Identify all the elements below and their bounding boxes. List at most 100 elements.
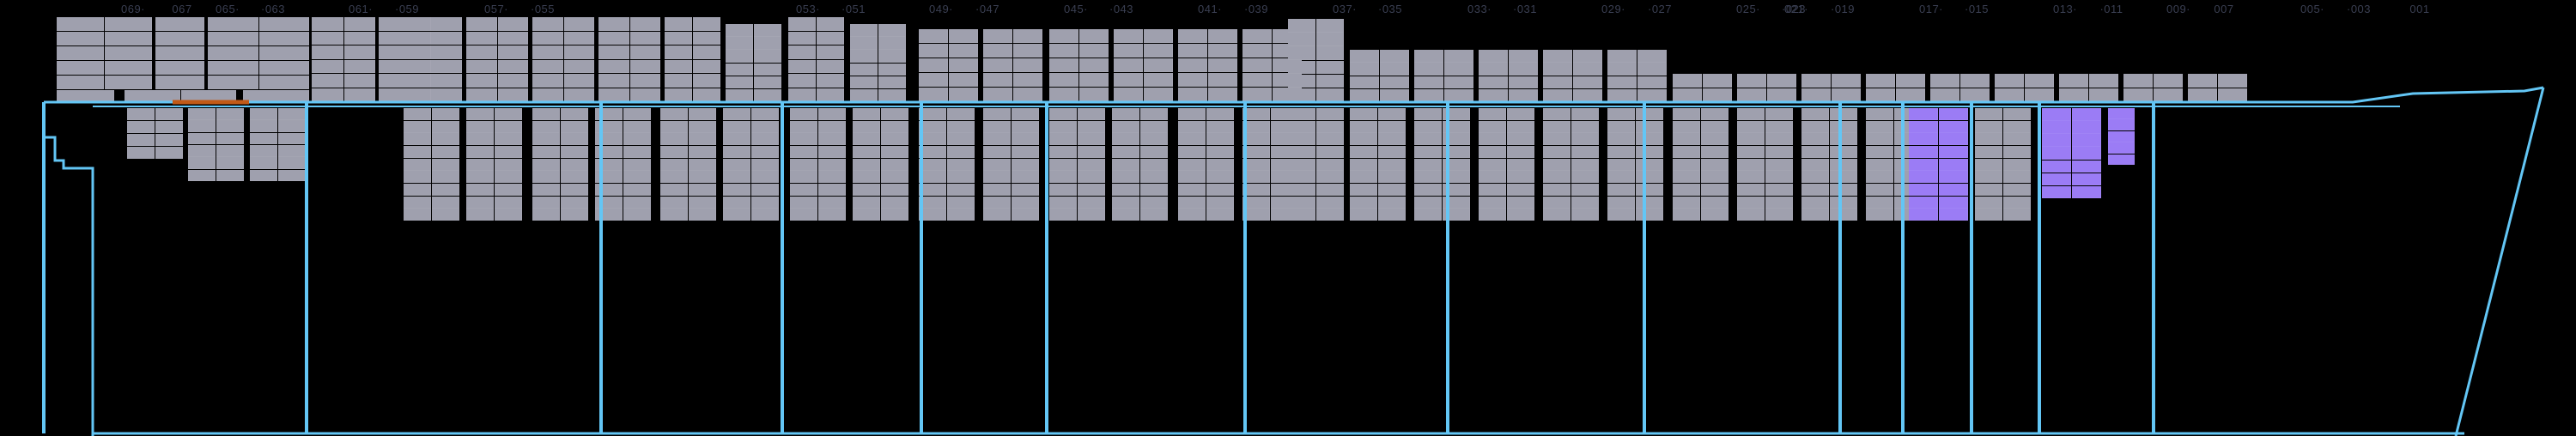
container-slot[interactable]	[919, 133, 947, 146]
container-slot[interactable]	[1479, 184, 1507, 197]
container-slot[interactable]	[2154, 74, 2184, 88]
container-slot[interactable]	[466, 209, 495, 221]
container-slot[interactable]	[1078, 133, 1106, 146]
container-slot[interactable]	[432, 209, 460, 221]
container-slot[interactable]	[629, 17, 661, 31]
container-slot[interactable]	[432, 146, 460, 159]
container-slot[interactable]	[2003, 196, 2032, 209]
container-slot[interactable]	[947, 133, 975, 146]
container-slot[interactable]	[1939, 184, 1969, 197]
container-slot[interactable]	[1414, 120, 1443, 133]
container-slot[interactable]	[1507, 120, 1535, 133]
container-slot[interactable]	[1444, 50, 1474, 63]
container-slot[interactable]	[497, 31, 529, 45]
container-slot[interactable]	[853, 158, 881, 171]
container-slot[interactable]	[983, 184, 1012, 197]
bay-label[interactable]: 017·	[1918, 3, 1944, 15]
container-slot[interactable]	[853, 120, 881, 133]
deck-stack-f1[interactable]	[1350, 50, 1410, 102]
container-slot[interactable]	[1012, 184, 1040, 197]
deck-stack-067-065-tier1[interactable]	[125, 90, 237, 102]
container-slot[interactable]	[1737, 184, 1765, 197]
container-slot[interactable]	[2003, 184, 2032, 197]
container-slot[interactable]	[1975, 120, 2003, 133]
container-slot[interactable]	[312, 88, 343, 102]
container-slot[interactable]	[1701, 108, 1729, 121]
container-slot[interactable]	[881, 108, 909, 121]
container-slot[interactable]	[726, 24, 754, 37]
container-slot[interactable]	[1939, 209, 1969, 221]
container-slot[interactable]	[1078, 184, 1106, 197]
container-slot[interactable]	[689, 108, 717, 121]
deck-stack-069-tier1[interactable]	[57, 90, 115, 102]
container-slot[interactable]	[532, 120, 561, 133]
container-slot[interactable]	[1140, 184, 1169, 197]
container-slot[interactable]	[1242, 120, 1271, 133]
container-slot[interactable]	[1288, 133, 1316, 146]
container-slot[interactable]	[1543, 63, 1573, 76]
container-slot[interactable]	[1112, 158, 1140, 171]
container-slot[interactable]	[1830, 209, 1858, 221]
container-slot[interactable]	[1350, 209, 1378, 221]
container-slot[interactable]	[431, 45, 463, 59]
container-slot[interactable]	[2072, 121, 2102, 134]
container-slot[interactable]	[2188, 88, 2218, 102]
container-slot[interactable]	[532, 146, 561, 159]
container-slot[interactable]	[1178, 133, 1206, 146]
container-slot[interactable]	[850, 24, 878, 37]
container-slot[interactable]	[1607, 108, 1636, 121]
container-slot[interactable]	[723, 146, 751, 159]
container-slot[interactable]	[2003, 108, 2032, 121]
container-slot[interactable]	[947, 120, 975, 133]
container-slot[interactable]	[1378, 196, 1406, 209]
container-slot[interactable]	[1206, 120, 1235, 133]
container-slot[interactable]	[561, 146, 589, 159]
bay-label[interactable]: ·035	[1377, 3, 1403, 15]
bay-label[interactable]: 053·	[795, 3, 821, 15]
container-slot[interactable]	[127, 108, 155, 121]
container-slot[interactable]	[1378, 158, 1406, 171]
container-slot[interactable]	[1737, 158, 1765, 171]
container-slot[interactable]	[1350, 133, 1378, 146]
container-slot[interactable]	[1737, 120, 1765, 133]
container-slot[interactable]	[1767, 88, 1797, 102]
container-slot[interactable]	[983, 209, 1012, 221]
container-slot[interactable]	[1206, 209, 1235, 221]
container-slot[interactable]	[1078, 158, 1106, 171]
container-slot[interactable]	[532, 45, 563, 59]
deck-stack-m12[interactable]	[1178, 29, 1238, 102]
container-slot[interactable]	[432, 133, 460, 146]
container-slot[interactable]	[497, 45, 529, 59]
bay-label[interactable]: 001	[2409, 3, 2430, 15]
container-slot[interactable]	[216, 108, 245, 120]
container-slot[interactable]	[1350, 88, 1380, 102]
container-slot[interactable]	[919, 209, 947, 221]
container-slot[interactable]	[1571, 196, 1600, 209]
container-slot[interactable]	[57, 61, 105, 76]
container-slot[interactable]	[1049, 44, 1079, 58]
container-slot[interactable]	[2154, 88, 2184, 102]
container-slot[interactable]	[155, 134, 184, 147]
container-slot[interactable]	[495, 133, 523, 146]
container-slot[interactable]	[1012, 209, 1040, 221]
deck-stack-067[interactable]	[155, 17, 205, 90]
container-slot[interactable]	[125, 90, 180, 102]
deck-stack-065-063[interactable]	[208, 17, 310, 90]
container-slot[interactable]	[208, 76, 258, 90]
container-slot[interactable]	[623, 171, 652, 184]
container-slot[interactable]	[105, 46, 153, 61]
container-slot[interactable]	[1208, 73, 1238, 88]
container-slot[interactable]	[723, 108, 751, 121]
container-slot[interactable]	[2072, 134, 2102, 147]
container-slot[interactable]	[1479, 196, 1507, 209]
container-slot[interactable]	[1378, 133, 1406, 146]
container-slot[interactable]	[1509, 50, 1539, 63]
container-slot[interactable]	[404, 209, 432, 221]
container-slot[interactable]	[1242, 108, 1271, 121]
container-slot[interactable]	[1443, 209, 1471, 221]
container-slot[interactable]	[881, 120, 909, 133]
container-slot[interactable]	[1765, 133, 1794, 146]
container-slot[interactable]	[1909, 108, 1939, 121]
container-slot[interactable]	[665, 74, 693, 88]
container-slot[interactable]	[404, 196, 432, 209]
